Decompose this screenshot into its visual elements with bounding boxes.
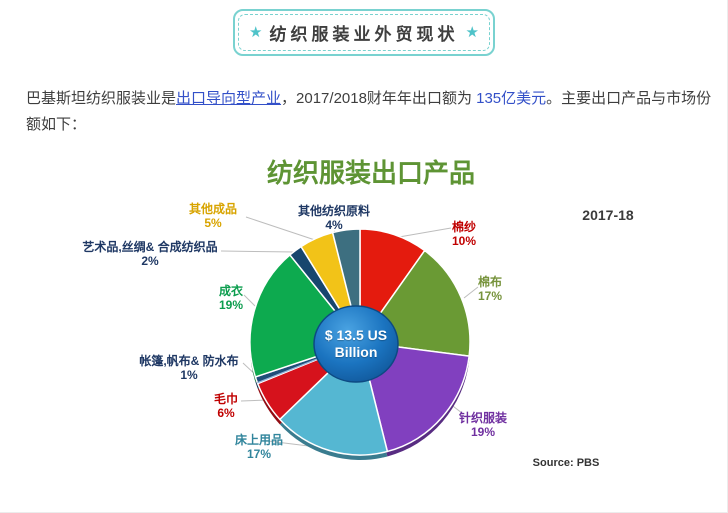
pie-slice-label-7: 艺术品,丝绸& 合成纺织品 2%: [82, 240, 217, 268]
slice-name: 毛巾: [213, 392, 239, 406]
leader-line: [243, 294, 256, 307]
slice-name: 棉布: [477, 275, 502, 289]
section-banner: ★ 纺织服装业外贸现状 ★: [233, 9, 495, 56]
section-title: 纺织服装业外贸现状: [269, 25, 459, 44]
slice-name: 针织服装: [458, 411, 508, 425]
slice-value: 5%: [204, 216, 222, 230]
leader-line: [220, 250, 297, 253]
slice-name: 床上用品: [234, 433, 284, 447]
pie-slice-label-4: 毛巾 6%: [214, 392, 238, 420]
intro-paragraph: 巴基斯坦纺织服装业是出口导向型产业，2017/2018财年年出口额为 135亿美…: [26, 86, 714, 138]
slice-value: 4%: [325, 218, 343, 232]
pie-slice-label-5: 帐篷,帆布& 防水布 1%: [139, 354, 238, 382]
pie-slice-label-0: 棉纱 10%: [452, 220, 476, 248]
leader-line: [398, 227, 452, 238]
pie-center-line1: $ 13.5 US: [324, 327, 388, 343]
slice-name: 成衣: [218, 284, 243, 298]
slice-value: 1%: [180, 368, 198, 382]
intro-text-1: 巴基斯坦纺织服装业是: [26, 90, 177, 107]
pie-slice-label-1: 棉布 17%: [478, 275, 502, 303]
slice-name: 其他纺织原料: [297, 204, 371, 218]
slice-value: 17%: [477, 289, 503, 303]
pie-slice-label-9: 其他纺织原料 4%: [298, 204, 370, 232]
slice-value: 2%: [141, 254, 159, 268]
slice-name: 艺术品,丝绸& 合成纺织品: [82, 240, 218, 254]
star-icon: ★: [465, 24, 479, 41]
slice-value: 17%: [246, 447, 272, 461]
intro-text-3: 。主要出口产品与市场份额如下：: [26, 90, 712, 133]
pie-slice-label-3: 床上用品 17%: [235, 433, 283, 461]
chart-title: 纺织服装出口产品: [266, 158, 476, 188]
link-export-value[interactable]: 135亿美元: [476, 90, 547, 107]
slice-name: 其他成品: [188, 202, 238, 216]
slice-value: 19%: [470, 425, 496, 439]
slice-value: 6%: [217, 406, 235, 420]
pie-center-circle: [313, 305, 399, 383]
leader-line: [245, 216, 322, 243]
link-export-oriented-industry[interactable]: 出口导向型产业: [176, 90, 282, 107]
leader-line: [463, 286, 479, 299]
section-banner-inner: ★ 纺织服装业外贸现状 ★: [238, 14, 490, 51]
star-icon: ★: [249, 24, 263, 41]
pie-center-line2: Billion: [334, 344, 378, 360]
slice-value: 19%: [218, 298, 244, 312]
pie-slice-label-8: 其他成品 5%: [189, 202, 237, 230]
chart-source-label: Source: PBS: [532, 457, 600, 469]
intro-text-2: ，2017/2018财年年出口额为: [281, 90, 477, 107]
slice-name: 棉纱: [451, 220, 476, 234]
pie-slice-label-2: 针织服装 19%: [459, 411, 507, 439]
pie-center-total: $ 13.5 US Billion: [325, 327, 387, 361]
pie-slice-label-6: 成衣 19%: [219, 284, 243, 312]
slice-name: 帐篷,帆布& 防水布: [139, 354, 239, 368]
slice-value: 10%: [451, 234, 477, 248]
chart-period-label: 2017-18: [582, 207, 634, 223]
